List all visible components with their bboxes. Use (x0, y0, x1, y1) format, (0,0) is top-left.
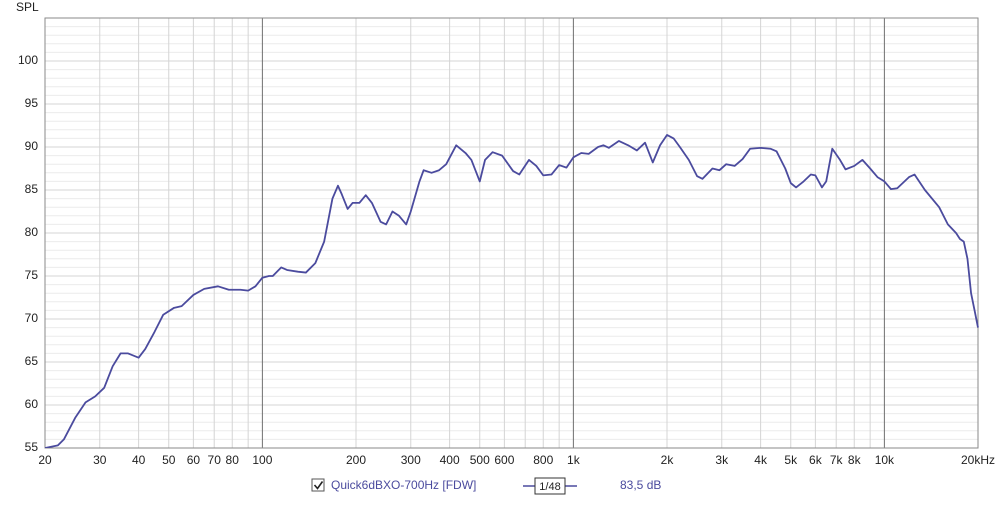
legend-label: Quick6dBXO-700Hz [FDW] (331, 478, 476, 492)
y-tick-label: 65 (25, 354, 39, 368)
x-tick-label: 70 (208, 453, 222, 467)
x-tick-label: 5k (784, 453, 798, 467)
plot-border (44, 17, 979, 449)
x-tick-label: 8k (848, 453, 862, 467)
x-tick-label: 100 (252, 453, 272, 467)
x-tick-label: 50 (162, 453, 176, 467)
x-tick-label: 600 (494, 453, 514, 467)
x-tick-label: 1k (567, 453, 581, 467)
x-tick-label: 60 (187, 453, 201, 467)
y-tick-label: 90 (25, 139, 39, 153)
x-tick-label: 20 (38, 453, 52, 467)
x-tick-label: 300 (401, 453, 421, 467)
y-tick-label: 70 (25, 311, 39, 325)
x-tick-label: 40 (132, 453, 146, 467)
smoothing-box[interactable] (534, 477, 566, 495)
smoothing-label[interactable]: 1/48 (539, 481, 560, 493)
offset-label: 83,5 dB (620, 478, 661, 492)
x-tick-label: 200 (346, 453, 366, 467)
x-tick-label: 400 (440, 453, 460, 467)
x-tick-label: 3k (715, 453, 729, 467)
x-tick-label: 10k (875, 453, 895, 467)
x-tick-label: 6k (809, 453, 823, 467)
y-axis-label: SPL (16, 0, 39, 14)
frequency-response-line (45, 134, 979, 448)
x-tick-label: 30 (93, 453, 107, 467)
y-tick-label: 85 (25, 182, 39, 196)
y-tick-label: 55 (25, 440, 39, 454)
y-tick-label: 60 (25, 397, 39, 411)
checkbox-check[interactable] (313, 481, 324, 490)
y-tick-label: 100 (18, 53, 38, 67)
y-tick-label: 75 (25, 268, 39, 282)
x-tick-label: 800 (533, 453, 553, 467)
y-tick-label: 95 (25, 96, 39, 110)
x-tick-label: 7k (830, 453, 844, 467)
x-tick-label: 4k (754, 453, 768, 467)
x-tick-label: 80 (226, 453, 240, 467)
y-tick-label: 80 (25, 225, 39, 239)
x-tick-label: 2k (661, 453, 675, 467)
x-tick-label: 500 (470, 453, 490, 467)
x-tick-label: 20kHz (961, 453, 995, 467)
grid (44, 17, 979, 449)
series-checkbox[interactable] (311, 478, 325, 492)
